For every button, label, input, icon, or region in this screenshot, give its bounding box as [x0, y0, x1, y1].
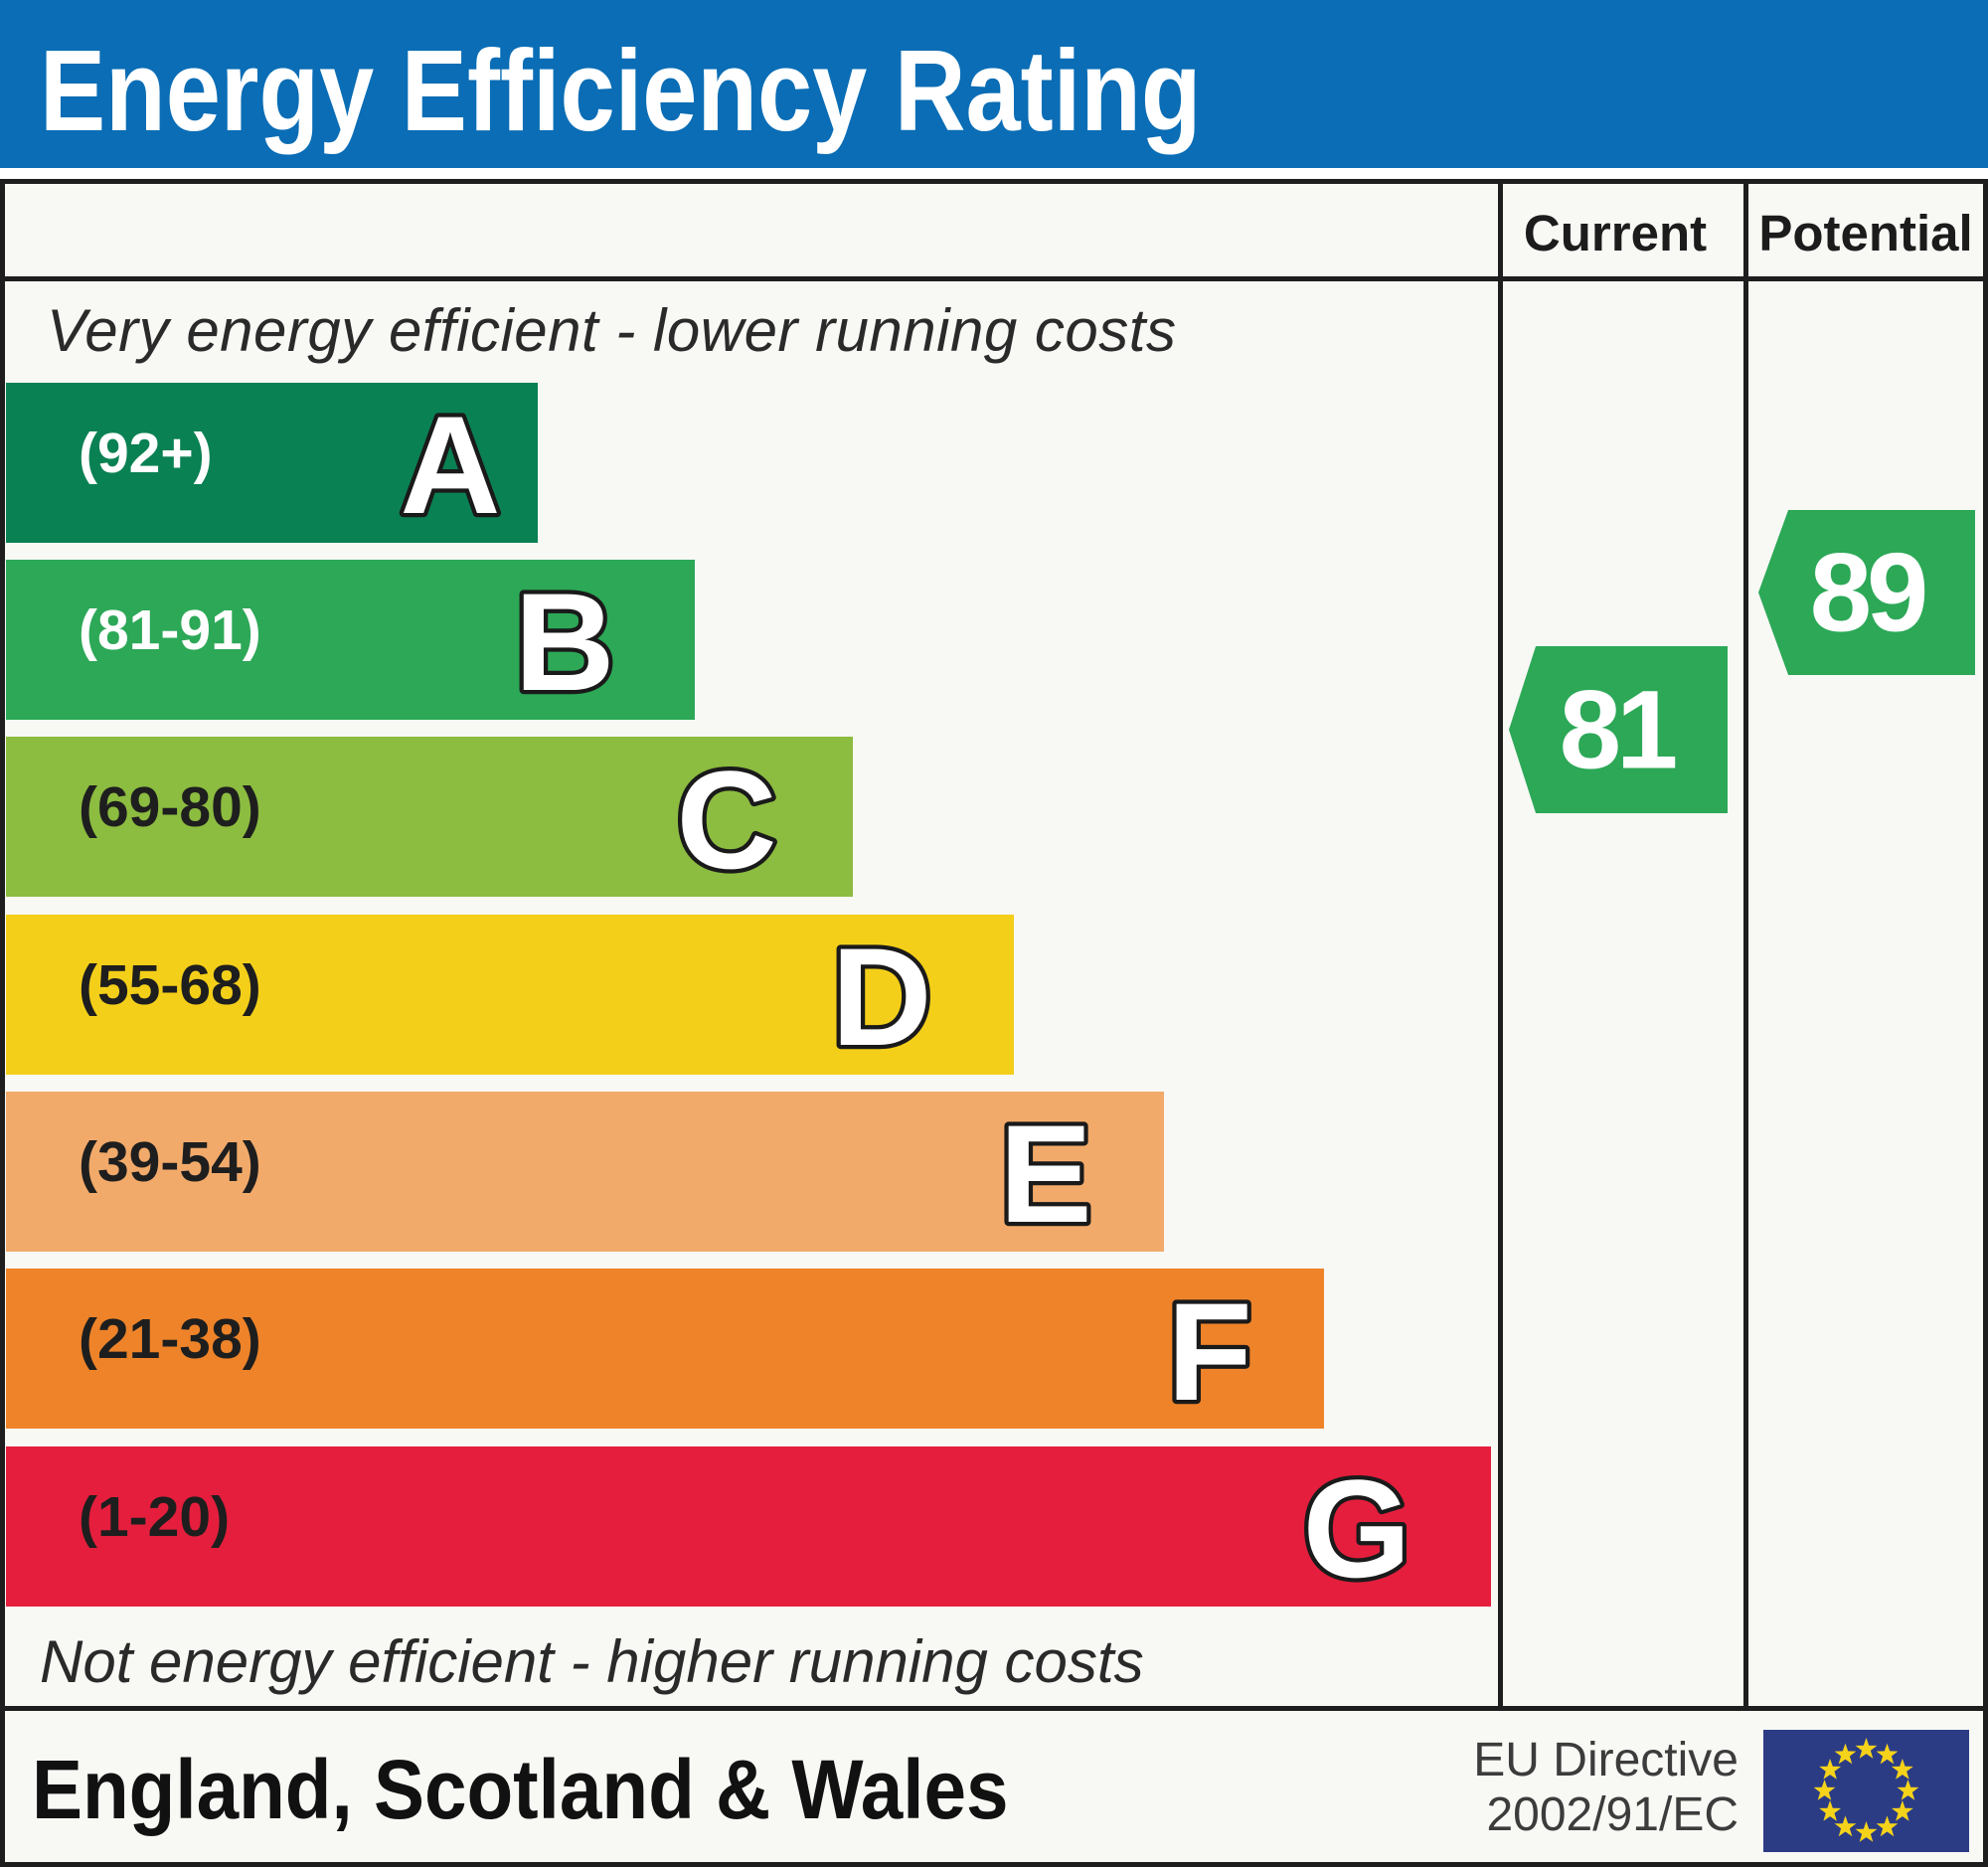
svg-text:B: B — [514, 564, 614, 720]
svg-text:E: E — [999, 1096, 1091, 1252]
svg-text:C: C — [676, 742, 776, 898]
svg-text:F: F — [1167, 1273, 1252, 1430]
svg-text:A: A — [400, 387, 500, 543]
svg-text:G: G — [1303, 1450, 1411, 1607]
svg-text:D: D — [831, 919, 931, 1075]
